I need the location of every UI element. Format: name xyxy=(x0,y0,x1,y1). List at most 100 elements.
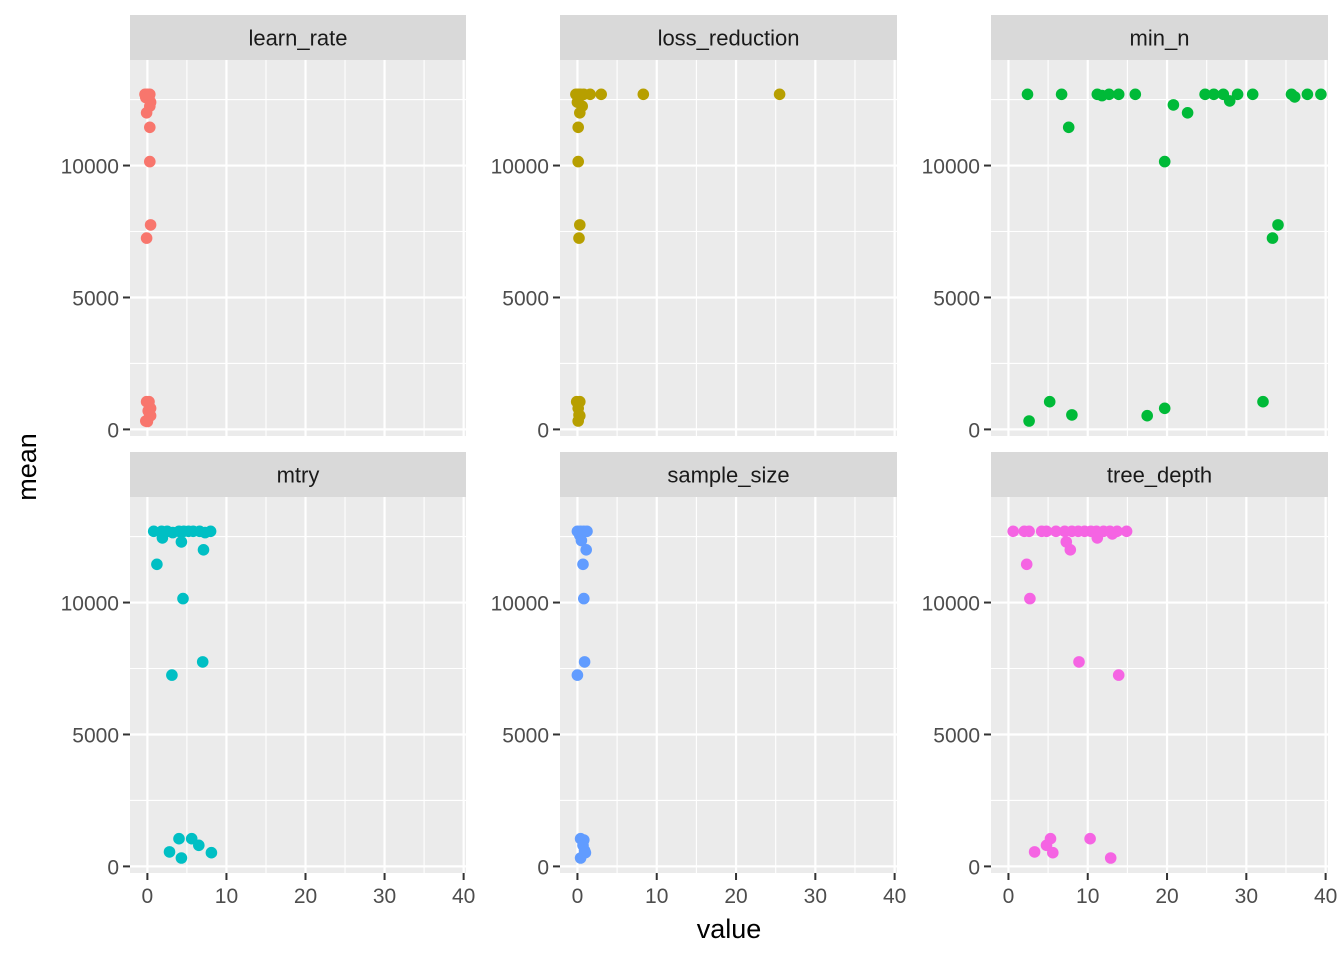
y-tick-label: 0 xyxy=(968,856,980,879)
data-point xyxy=(595,88,607,101)
facet-strip xyxy=(991,15,1328,60)
data-point xyxy=(144,121,156,134)
data-point xyxy=(571,669,584,681)
data-point xyxy=(175,852,188,864)
facet-panel-loss_reduction: loss_reduction 0 5000 10000 xyxy=(491,15,897,442)
data-point xyxy=(580,544,592,556)
x-tick-label: 30 xyxy=(1235,885,1258,908)
data-point xyxy=(1104,852,1117,864)
data-point xyxy=(151,558,163,571)
y-tick-label: 10000 xyxy=(491,593,549,616)
data-point xyxy=(1066,409,1078,421)
data-point xyxy=(156,532,169,544)
y-tick-label: 0 xyxy=(107,856,119,879)
x-tick-label: 0 xyxy=(1003,885,1015,908)
data-point xyxy=(573,232,585,244)
y-tick-label: 0 xyxy=(968,419,980,442)
data-point xyxy=(572,415,584,427)
data-point xyxy=(1158,155,1171,168)
data-point xyxy=(1023,415,1035,427)
x-axis-title: value xyxy=(697,914,762,944)
facet-strip xyxy=(130,15,466,60)
data-point xyxy=(574,852,587,864)
data-point xyxy=(1246,88,1259,101)
x-tick-label: 10 xyxy=(645,885,668,908)
data-point xyxy=(1084,832,1096,845)
y-tick-label: 5000 xyxy=(72,724,119,747)
data-point xyxy=(1112,669,1125,681)
facet-strip-label: mtry xyxy=(277,463,320,488)
panel-background xyxy=(130,60,466,436)
data-point xyxy=(1062,121,1075,134)
x-tick-label: 40 xyxy=(452,885,475,908)
data-point xyxy=(1120,525,1133,538)
y-tick-label: 10000 xyxy=(922,156,980,179)
facet-strip xyxy=(560,452,897,497)
data-point xyxy=(1167,99,1180,111)
x-tick-label: 0 xyxy=(572,885,584,908)
panel-background xyxy=(991,497,1328,873)
y-tick-label: 5000 xyxy=(502,287,549,310)
data-point xyxy=(140,232,153,244)
data-point xyxy=(1272,219,1284,231)
data-point xyxy=(773,88,786,101)
x-tick-label: 20 xyxy=(1155,885,1178,908)
data-point xyxy=(1028,846,1041,858)
data-point xyxy=(637,88,650,101)
facet-panel-tree_depth: tree_depth 0 5000 10000 0 10 20 30 40 xyxy=(922,452,1337,908)
data-point xyxy=(1315,88,1327,101)
data-point xyxy=(166,669,178,681)
data-point xyxy=(1223,95,1236,107)
data-point xyxy=(177,592,189,605)
y-axis-title: mean xyxy=(12,433,42,501)
data-point xyxy=(577,558,589,571)
data-point xyxy=(1050,525,1062,538)
data-point xyxy=(1181,107,1194,119)
data-point xyxy=(1073,656,1085,668)
data-point xyxy=(141,415,154,428)
data-point xyxy=(1024,592,1036,605)
facet-strip xyxy=(130,452,466,497)
x-tick-label: 10 xyxy=(1076,885,1099,908)
x-tick-label: 40 xyxy=(883,885,906,908)
facet-panel-sample_size: sample_size 0 5000 10000 0 10 20 30 40 xyxy=(491,452,906,908)
y-tick-label: 5000 xyxy=(933,724,980,747)
data-point xyxy=(1266,232,1279,244)
y-tick-label: 5000 xyxy=(502,724,549,747)
data-point xyxy=(1112,88,1125,101)
x-tick-label: 0 xyxy=(142,885,154,908)
facet-panel-min_n: min_n 0 5000 10000 xyxy=(922,15,1328,442)
data-point xyxy=(197,544,210,556)
data-point xyxy=(1064,544,1077,556)
x-tick-label: 30 xyxy=(804,885,827,908)
x-tick-label: 30 xyxy=(373,885,396,908)
y-tick-label: 0 xyxy=(537,856,549,879)
data-point xyxy=(144,219,157,231)
data-point xyxy=(1231,88,1244,101)
data-point xyxy=(1047,846,1059,859)
y-tick-label: 10000 xyxy=(491,156,549,179)
facet-strip xyxy=(991,452,1328,497)
x-tick-label: 40 xyxy=(1314,885,1337,908)
data-point xyxy=(1021,88,1034,101)
panel-background xyxy=(991,60,1328,436)
facet-strip-label: tree_depth xyxy=(1107,463,1212,488)
data-point xyxy=(175,536,188,548)
data-point xyxy=(163,846,176,858)
data-point xyxy=(1208,88,1220,101)
data-point xyxy=(1106,528,1119,540)
data-point xyxy=(1023,525,1035,538)
facet-strip-label: sample_size xyxy=(667,463,789,488)
data-point xyxy=(578,592,590,605)
y-tick-label: 10000 xyxy=(61,156,119,179)
data-point xyxy=(584,88,596,101)
data-point xyxy=(1199,88,1211,101)
panel-background xyxy=(560,60,897,436)
data-point xyxy=(1288,91,1301,103)
data-point xyxy=(1103,88,1115,101)
data-point xyxy=(1301,88,1314,101)
panel-background xyxy=(560,497,897,873)
data-point xyxy=(574,219,586,231)
facet-strip xyxy=(560,15,897,60)
